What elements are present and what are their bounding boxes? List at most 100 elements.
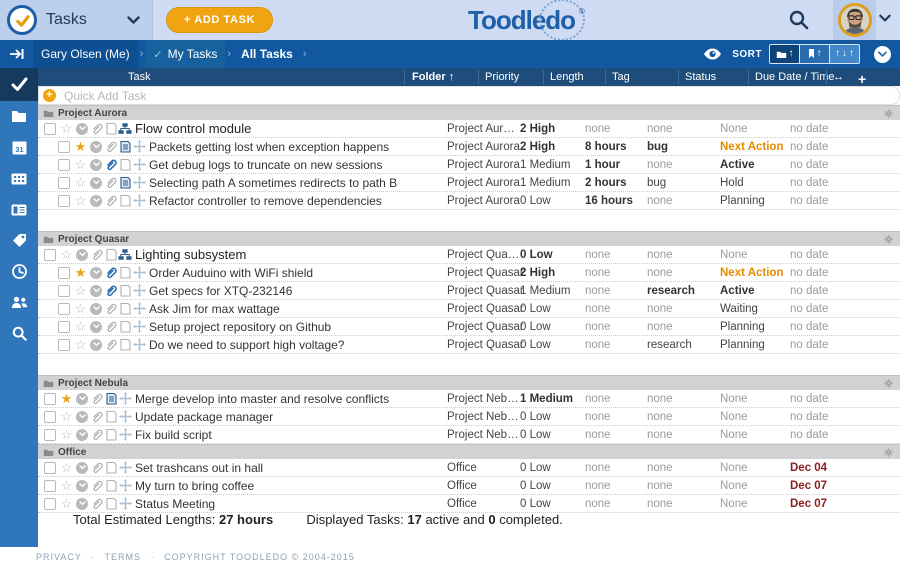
star-icon[interactable]: ☆ [74,193,87,208]
star-icon[interactable]: ★ [60,391,73,406]
note-icon[interactable] [104,410,118,423]
note-icon[interactable] [118,284,132,297]
cell-priority[interactable]: 0 Low [520,338,551,351]
note-icon[interactable] [118,320,132,333]
expand-chevron-icon[interactable] [90,158,102,171]
cell-folder[interactable]: Project Quasar [447,338,524,351]
cell-length[interactable]: 2 hours [585,176,627,189]
cell-folder[interactable]: Project Neb… [447,428,519,441]
sidebar-item-calendar[interactable]: 31 [0,132,38,163]
cell-priority[interactable]: 1 Medium [520,392,574,405]
cell-tag[interactable]: bug [647,140,669,153]
cell-length[interactable]: none [585,266,611,279]
cell-due[interactable]: no date [790,284,829,297]
cell-length[interactable]: none [585,479,611,492]
cell-folder[interactable]: Office [447,479,477,492]
cell-priority[interactable]: 1 Medium [520,158,571,171]
cell-status[interactable]: None [720,497,748,510]
sidebar-item-folders[interactable] [0,101,38,132]
expand-chevron-icon[interactable] [90,266,102,279]
checkbox[interactable] [58,320,70,333]
expand-chevron-icon[interactable] [90,176,102,189]
drag-handle-icon[interactable] [132,140,146,153]
drag-handle-icon[interactable] [132,158,146,171]
cell-tag[interactable]: research [647,284,695,297]
cell-folder[interactable]: Project Neb… [447,392,519,405]
cell-tag[interactable]: none [647,392,673,405]
cell-priority[interactable]: 0 Low [520,479,551,492]
star-icon[interactable]: ☆ [60,478,73,493]
sort-direction-button[interactable]: ↑ ↓ ↑ [829,45,859,63]
cell-due[interactable]: no date [790,320,829,333]
attachment-icon[interactable] [104,140,118,153]
cell-due[interactable]: no date [790,194,829,207]
cell-folder[interactable]: Project Quasar [447,320,524,333]
drag-handle-icon[interactable] [118,497,132,510]
checkbox[interactable] [58,176,70,189]
eye-icon[interactable] [703,48,722,60]
attachment-icon[interactable] [90,479,104,492]
cell-length[interactable]: none [585,392,611,405]
cell-due[interactable]: no date [790,428,829,441]
cell-tag[interactable]: none [647,479,673,492]
sidebar-item-tags[interactable] [0,225,38,256]
chevron-down-icon[interactable] [127,15,140,25]
attachment-icon[interactable] [90,248,104,261]
gear-icon[interactable] [884,234,893,244]
sort-by-folder-button[interactable]: ↑ [770,45,799,63]
checkbox[interactable] [58,158,70,171]
cell-priority[interactable]: 0 Low [520,320,551,333]
cell-length[interactable]: none [585,320,611,333]
cell-status[interactable]: Hold [720,176,744,189]
section-header[interactable]: Project Quasar [38,231,900,246]
cell-tag[interactable]: research [647,338,692,351]
goto-arrow-icon[interactable] [9,48,24,60]
sidebar-item-recent[interactable] [0,256,38,287]
drag-handle-icon[interactable] [118,410,132,423]
expand-chevron-icon[interactable] [90,140,102,153]
sort-by-priority-button[interactable]: ↑ [799,45,829,63]
account-chevron-down-icon[interactable] [879,14,891,23]
task-title[interactable]: Refactor controller to remove dependenci… [149,193,382,208]
cell-length[interactable]: none [585,284,611,297]
column-length[interactable]: Length [550,71,584,83]
cell-status[interactable]: Active [720,158,755,171]
drag-handle-icon[interactable] [132,176,146,189]
note-icon[interactable] [104,392,118,405]
cell-folder[interactable]: Project Quasar [447,266,524,279]
column-task[interactable]: Task [128,71,151,83]
attachment-icon[interactable] [90,410,104,423]
note-icon[interactable] [118,338,132,351]
note-icon[interactable] [104,248,118,261]
subtasks-tree-icon[interactable] [118,248,132,261]
star-icon[interactable]: ☆ [60,496,73,511]
drag-handle-icon[interactable] [132,194,146,207]
attachment-icon[interactable] [90,428,104,441]
expand-chevron-icon[interactable] [90,302,102,315]
section-header[interactable]: Project Nebula [38,375,900,390]
checkbox[interactable] [44,497,56,510]
expand-chevron-icon[interactable] [76,428,88,441]
cell-tag[interactable]: none [647,122,673,135]
sidebar-item-notes[interactable] [0,194,38,225]
cell-folder[interactable]: Project Aurora [447,176,520,189]
checkbox[interactable] [58,266,70,279]
cell-tag[interactable]: none [647,320,673,333]
cell-length[interactable]: none [585,302,611,315]
expand-chevron-icon[interactable] [90,194,102,207]
star-icon[interactable]: ★ [74,139,87,154]
cell-status[interactable]: Next Action [720,140,784,153]
cell-due[interactable]: no date [790,140,829,153]
drag-handle-icon[interactable] [132,266,146,279]
cell-status[interactable]: None [720,461,748,474]
attachment-icon[interactable] [104,194,118,207]
drag-handle-icon[interactable] [132,320,146,333]
attachment-icon[interactable] [104,284,118,297]
cell-due[interactable]: no date [790,338,829,351]
cell-priority[interactable]: 0 Low [520,461,551,474]
note-icon[interactable] [118,158,132,171]
cell-folder[interactable]: Project Quasar [447,284,524,297]
checkbox[interactable] [44,410,56,423]
gear-icon[interactable] [884,378,893,388]
note-icon[interactable] [104,497,118,510]
